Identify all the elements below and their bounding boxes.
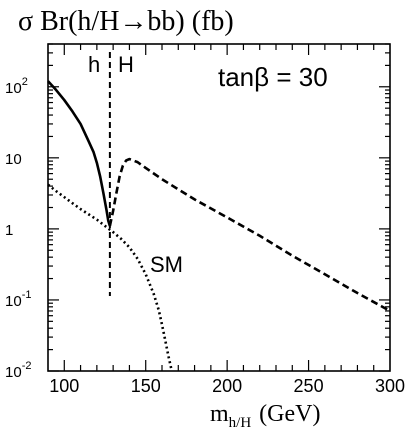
y-tick-label: 10 (5, 151, 22, 168)
x-axis-label: mh/H (GeV) (210, 401, 320, 431)
x-axis-label-unit: (GeV) (259, 401, 320, 427)
y-tick-label: 10-2 (5, 360, 31, 381)
series-line-h (108, 157, 391, 313)
x-tick-label: 300 (375, 376, 405, 396)
y-tick-label-base: 10 (5, 151, 22, 168)
x-tick-label: 150 (131, 376, 161, 396)
y-tick-label-base: 1 (5, 222, 13, 239)
y-tick-label-base: 10 (5, 364, 22, 381)
y-tick-label-exponent: -1 (22, 289, 32, 301)
y-tick-label: 1 (5, 222, 13, 239)
x-axis-label-sub: h/H (229, 415, 252, 431)
y-tick-label-base: 10 (5, 293, 22, 310)
h-label: h (88, 52, 100, 77)
y-tick-label: 10-1 (5, 289, 31, 310)
x-tick-labels: 100 150 200 250 300 (49, 376, 405, 396)
chart-title: σ Br(h/H→bb) (fb) (18, 6, 234, 37)
y-tick-label-base: 10 (5, 80, 22, 97)
y-tick-label: 102 (5, 76, 28, 97)
series-line-sm (47, 183, 174, 372)
x-tick-label: 250 (294, 376, 324, 396)
H-label: H (118, 52, 134, 77)
y-tick-label-exponent: 2 (22, 76, 28, 88)
y-tick-label-exponent: -2 (22, 360, 32, 372)
series-layer (47, 52, 391, 372)
tanbeta-annotation: tanβ = 30 (218, 62, 328, 92)
series-line-h (47, 80, 112, 227)
sm-label: SM (150, 252, 183, 277)
x-axis-label-main: m (210, 401, 229, 427)
plot-frame (47, 43, 391, 372)
x-tick-label: 200 (212, 376, 242, 396)
ticks-layer (48, 43, 390, 372)
x-tick-label: 100 (49, 376, 79, 396)
